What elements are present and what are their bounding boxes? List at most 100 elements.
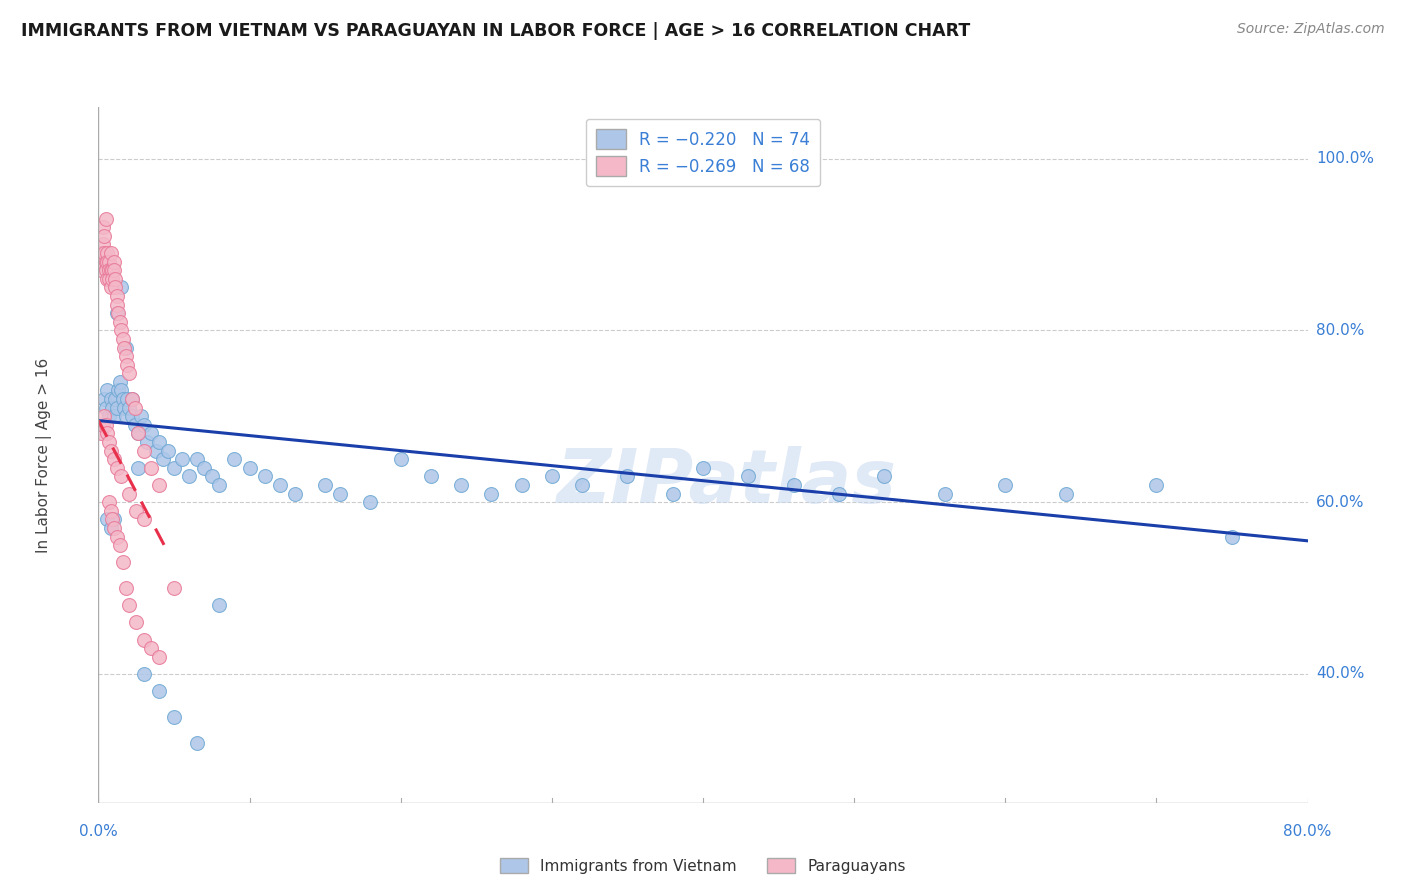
Point xyxy=(121,392,143,406)
Point xyxy=(224,452,246,467)
Text: Source: ZipAtlas.com: Source: ZipAtlas.com xyxy=(1237,22,1385,37)
Point xyxy=(94,254,117,268)
Point xyxy=(141,460,163,475)
Point xyxy=(145,443,167,458)
Point xyxy=(98,254,121,268)
Point xyxy=(177,469,201,483)
Point xyxy=(156,443,179,458)
Point xyxy=(101,263,124,277)
Point xyxy=(98,409,121,424)
Point xyxy=(360,495,382,509)
Point xyxy=(103,409,125,424)
Point xyxy=(828,486,851,500)
Point xyxy=(108,538,131,552)
Point xyxy=(163,710,186,724)
Point xyxy=(98,495,121,509)
Point xyxy=(91,254,114,268)
Point xyxy=(100,443,122,458)
Legend: R = −0.220   N = 74, R = −0.269   N = 68: R = −0.220 N = 74, R = −0.269 N = 68 xyxy=(586,119,820,186)
Point xyxy=(114,349,136,363)
Point xyxy=(163,460,186,475)
Point xyxy=(127,426,149,441)
Point xyxy=(148,478,170,492)
Point xyxy=(100,263,122,277)
Text: ZIPatlas: ZIPatlas xyxy=(557,446,897,519)
Point xyxy=(186,452,208,467)
Point xyxy=(114,409,136,424)
Point xyxy=(103,263,125,277)
Point xyxy=(540,469,562,483)
Point xyxy=(105,460,128,475)
Point xyxy=(93,392,115,406)
Point xyxy=(616,469,638,483)
Point xyxy=(141,641,163,656)
Point xyxy=(148,435,170,450)
Point xyxy=(91,220,114,235)
Point xyxy=(104,280,127,294)
Point xyxy=(118,486,141,500)
Point xyxy=(1054,486,1077,500)
Point xyxy=(118,599,141,613)
Text: IMMIGRANTS FROM VIETNAM VS PARAGUAYAN IN LABOR FORCE | AGE > 16 CORRELATION CHAR: IMMIGRANTS FROM VIETNAM VS PARAGUAYAN IN… xyxy=(21,22,970,40)
Point xyxy=(132,443,155,458)
Point xyxy=(115,358,138,372)
Point xyxy=(114,341,136,355)
Point xyxy=(107,306,129,320)
Point xyxy=(661,486,683,500)
Point xyxy=(101,272,124,286)
Point xyxy=(101,512,124,526)
Point xyxy=(90,426,112,441)
Point xyxy=(112,401,135,415)
Point xyxy=(100,392,122,406)
Point xyxy=(112,341,135,355)
Point xyxy=(104,272,127,286)
Point xyxy=(994,478,1017,492)
Text: 80.0%: 80.0% xyxy=(1316,323,1364,338)
Point xyxy=(132,667,155,681)
Text: In Labor Force | Age > 16: In Labor Force | Age > 16 xyxy=(37,358,52,552)
Point xyxy=(132,417,155,432)
Point xyxy=(100,280,122,294)
Point xyxy=(108,375,131,389)
Point xyxy=(186,736,208,750)
Point xyxy=(314,478,336,492)
Point xyxy=(1220,529,1243,543)
Point xyxy=(163,581,186,595)
Point xyxy=(96,426,118,441)
Point xyxy=(132,632,155,647)
Point xyxy=(125,615,148,630)
Point xyxy=(118,401,141,415)
Point xyxy=(105,297,128,311)
Point xyxy=(284,486,307,500)
Point xyxy=(103,521,125,535)
Point xyxy=(100,504,122,518)
Point xyxy=(1144,478,1167,492)
Point xyxy=(96,254,118,268)
Point xyxy=(111,332,134,346)
Point xyxy=(93,246,115,260)
Text: 40.0%: 40.0% xyxy=(1316,666,1364,681)
Point xyxy=(96,384,118,398)
Point xyxy=(94,401,117,415)
Point xyxy=(121,392,143,406)
Point xyxy=(127,426,149,441)
Point xyxy=(253,469,276,483)
Point xyxy=(129,409,152,424)
Text: 0.0%: 0.0% xyxy=(79,824,118,839)
Point xyxy=(239,460,262,475)
Point xyxy=(737,469,759,483)
Point xyxy=(193,460,215,475)
Point xyxy=(96,272,118,286)
Point xyxy=(934,486,956,500)
Point xyxy=(108,315,131,329)
Point xyxy=(101,401,124,415)
Point xyxy=(100,521,122,535)
Point xyxy=(98,435,121,450)
Text: 60.0%: 60.0% xyxy=(1316,495,1364,509)
Point xyxy=(105,289,128,303)
Point xyxy=(96,512,118,526)
Point xyxy=(121,409,143,424)
Point xyxy=(481,486,503,500)
Point xyxy=(90,246,112,260)
Point xyxy=(94,417,117,432)
